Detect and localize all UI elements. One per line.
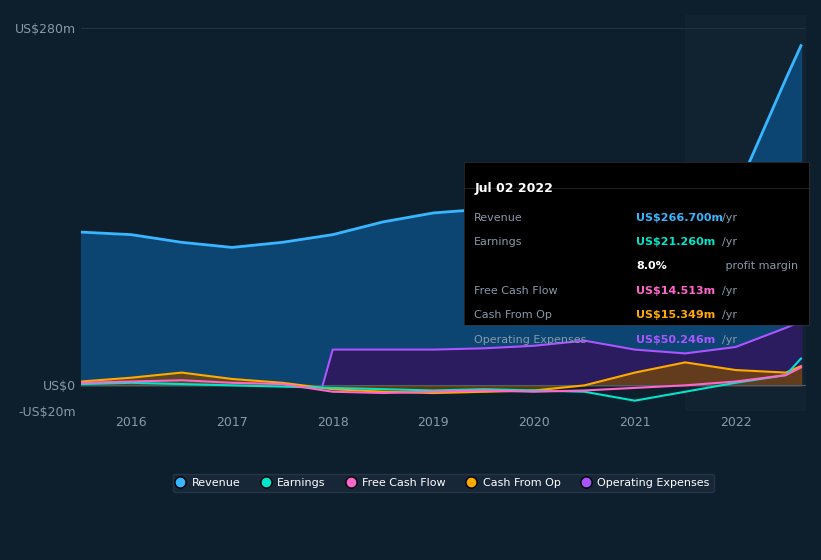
Text: /yr: /yr: [722, 237, 737, 247]
Bar: [686, 15, 806, 411]
Text: /yr: /yr: [722, 213, 737, 223]
Text: 8.0%: 8.0%: [636, 262, 667, 272]
Text: US$266.700m: US$266.700m: [636, 213, 723, 223]
Text: US$50.246m: US$50.246m: [636, 334, 716, 344]
Text: profit margin: profit margin: [722, 262, 799, 272]
Text: Cash From Op: Cash From Op: [475, 310, 552, 320]
Text: Earnings: Earnings: [475, 237, 523, 247]
Text: US$14.513m: US$14.513m: [636, 286, 715, 296]
Text: Revenue: Revenue: [475, 213, 523, 223]
Text: Operating Expenses: Operating Expenses: [475, 334, 586, 344]
Text: /yr: /yr: [722, 334, 737, 344]
Text: US$21.260m: US$21.260m: [636, 237, 716, 247]
Text: Free Cash Flow: Free Cash Flow: [475, 286, 557, 296]
Text: US$15.349m: US$15.349m: [636, 310, 716, 320]
Text: Jul 02 2022: Jul 02 2022: [475, 182, 553, 195]
Legend: Revenue, Earnings, Free Cash Flow, Cash From Op, Operating Expenses: Revenue, Earnings, Free Cash Flow, Cash …: [173, 474, 714, 492]
Text: /yr: /yr: [722, 310, 737, 320]
Text: /yr: /yr: [722, 286, 737, 296]
